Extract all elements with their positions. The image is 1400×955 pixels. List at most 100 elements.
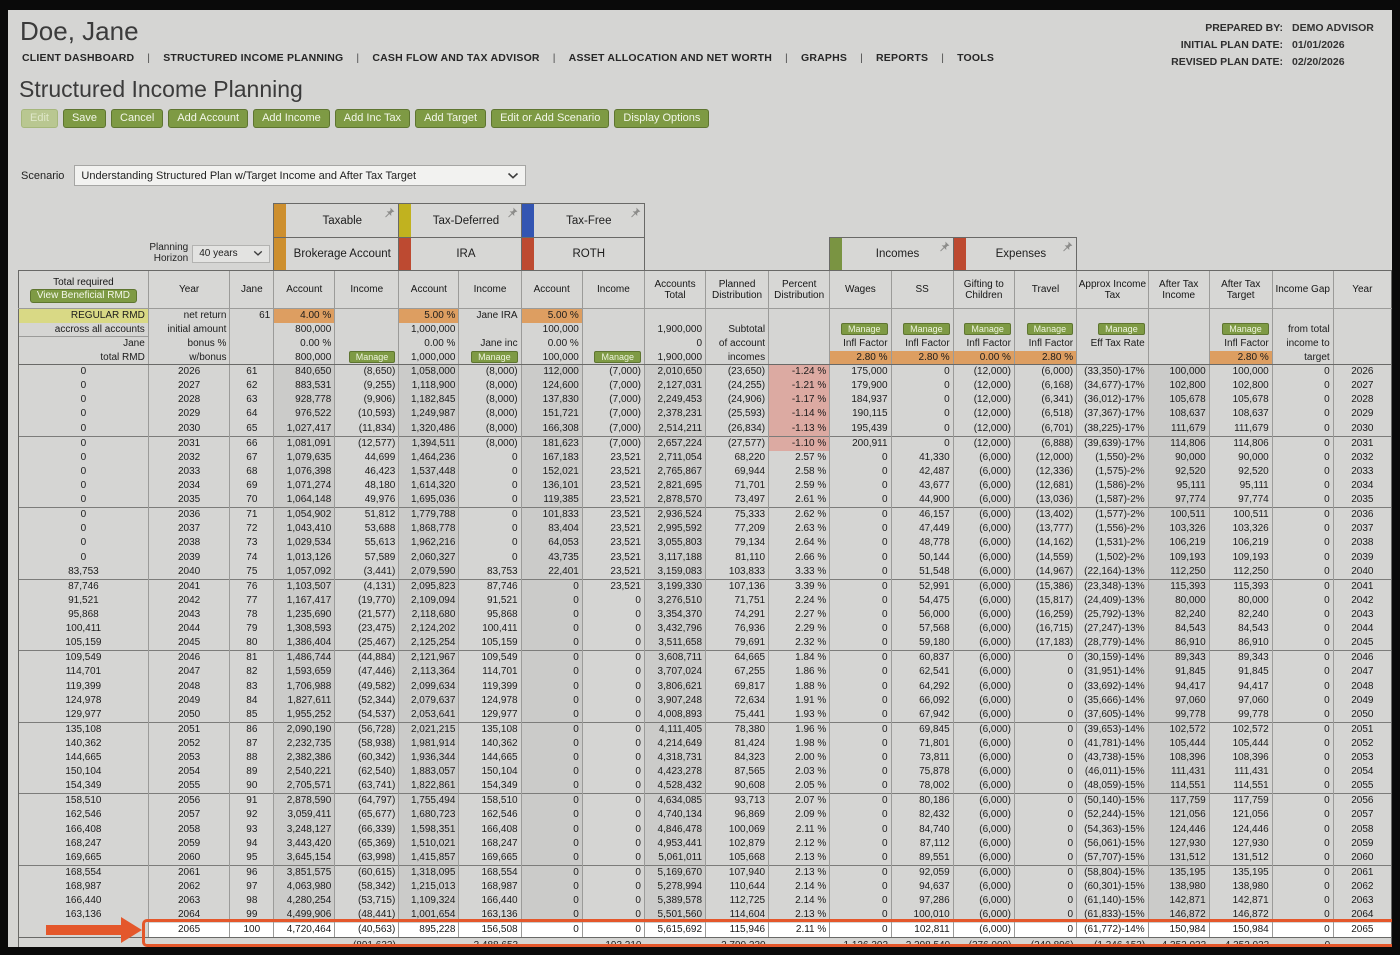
cell-y2056-c1: 2056 — [147, 793, 230, 809]
cell-y2027-c6: (8,000) — [458, 379, 522, 394]
add-inc-tax-button[interactable]: Add Inc Tax — [334, 109, 411, 128]
cell-y2047-c14: (6,000) — [952, 665, 1015, 680]
cell-y2064-c6: 163,136 — [458, 908, 522, 923]
cell-y2054-c16: (46,011)-15% — [1076, 765, 1149, 780]
cell-y2064-c11: 2.13 % — [768, 908, 830, 923]
edit-or-add-scenario-button[interactable]: Edit or Add Scenario — [491, 109, 610, 128]
cell-y2043-c17: 82,240 — [1147, 607, 1210, 623]
cell-y2033-c12: 0 — [829, 464, 892, 479]
cell-y2038-c6: 0 — [458, 536, 522, 551]
cell-y2038-c3: 1,029,534 — [273, 536, 335, 551]
add-income-button[interactable]: Add Income — [253, 109, 330, 128]
cell-y2060-c7: 0 — [520, 850, 583, 866]
nav-item-structured-income-planning[interactable]: STRUCTURED INCOME PLANNING — [163, 52, 344, 64]
nav-item-graphs[interactable]: GRAPHS — [800, 52, 848, 64]
table-row-2048: 119,399 2048 83 1,706,988 (49,582) 2,099,634 1… — [18, 679, 1392, 694]
cell-y2047-c19: 0 — [1271, 665, 1334, 680]
cell-y2065-c2: 100 — [229, 922, 274, 938]
nav-item-cash-flow-and-tax-advisor[interactable]: CASH FLOW AND TAX ADVISOR — [372, 52, 540, 64]
cell-y2043-c0: 95,868 — [18, 607, 149, 623]
nav-item-client-dashboard[interactable]: CLIENT DASHBOARD — [22, 52, 135, 64]
planning-horizon-select[interactable]: 40 years — [192, 244, 271, 263]
manage-button[interactable]: Manage — [841, 323, 888, 336]
cell-y2032-c19: 0 — [1271, 450, 1334, 465]
pin-icon[interactable] — [938, 241, 950, 253]
manage-button[interactable]: Manage — [1026, 323, 1074, 336]
cell-y2032-c1: 2032 — [147, 450, 230, 465]
cell-y2049-c16: (35,666)-14% — [1076, 693, 1149, 708]
cell-y2043-c5: 2,118,680 — [398, 607, 459, 623]
nav-item-asset-allocation-and-net-worth[interactable]: ASSET ALLOCATION AND NET WORTH — [568, 52, 773, 64]
cell-y2032-c10: 68,220 — [705, 450, 769, 465]
add-account-button[interactable]: Add Account — [168, 109, 249, 128]
display-options-button[interactable]: Display Options — [614, 109, 710, 128]
nav-item-reports[interactable]: REPORTS — [876, 52, 929, 64]
cell-y2049-c18: 97,060 — [1208, 693, 1273, 708]
manage-button[interactable]: Manage — [471, 351, 518, 364]
nav-item-tools[interactable]: TOOLS — [957, 52, 995, 64]
manage-button[interactable]: Manage — [348, 351, 396, 364]
cell-y2037-c4: 53,688 — [334, 522, 399, 537]
cell-y2029-c20: 2029 — [1332, 407, 1392, 422]
cell-y2046-c20: 2046 — [1332, 650, 1392, 666]
manage-button[interactable]: Manage — [1222, 323, 1269, 336]
cell-y2040-c20: 2040 — [1332, 564, 1392, 580]
cell-y2047-c20: 2047 — [1332, 665, 1392, 680]
toolbar: Edit Save Cancel Add Account Add Income Add I… — [21, 108, 714, 128]
cell-y2027-c19: 0 — [1271, 379, 1334, 394]
cell-y2039-c11: 2.66 % — [768, 550, 830, 565]
pin-icon[interactable] — [1061, 241, 1073, 253]
cell-y2057-c20: 2057 — [1332, 808, 1392, 823]
pin-icon[interactable] — [383, 207, 395, 219]
pin-icon[interactable] — [506, 207, 518, 219]
manage-button[interactable]: Manage — [964, 323, 1011, 336]
subheader-cell-r3-c5: 1,000,000 — [398, 350, 459, 365]
manage-button[interactable]: Manage — [903, 323, 950, 336]
cell-y2058-c20: 2058 — [1332, 822, 1392, 837]
pin-icon[interactable] — [629, 207, 641, 219]
cell-y2028-c15: (6,341) — [1013, 393, 1077, 408]
subheader-cell-r0-c9 — [643, 308, 706, 323]
table-row-2033: 0 2033 68 1,076,398 46,423 1,537,448 0 152,021 2… — [18, 464, 1392, 479]
cell-y2032-c17: 90,000 — [1147, 450, 1210, 465]
add-target-button[interactable]: Add Target — [415, 109, 487, 128]
account-name-row: Planning Horizon 40 years Brokerage Accou… — [19, 237, 1392, 271]
cell-y2033-c8: 23,521 — [581, 464, 645, 479]
column-header-gifting-to-children-14: Gifting to Children — [952, 270, 1015, 309]
cell-y2048-c13: 64,292 — [890, 679, 954, 694]
cell-y2045-c11: 2.32 % — [768, 636, 830, 651]
cell-y2026-c20: 2026 — [1332, 364, 1392, 379]
cell-y2032-c13: 41,330 — [890, 450, 954, 465]
cell-y2058-c3: 3,248,127 — [273, 822, 335, 837]
view-beneficial-rmd-button[interactable]: View Beneficial RMD — [29, 288, 137, 303]
cell-y2054-c1: 2054 — [147, 765, 230, 780]
cell-y2065-c6: 156,508 — [458, 922, 522, 938]
save-button[interactable]: Save — [62, 109, 107, 128]
cell-y2039-c6: 0 — [458, 550, 522, 565]
cell-y2045-c17: 86,910 — [1147, 636, 1210, 651]
manage-button[interactable]: Manage — [594, 351, 641, 364]
cell-y2050-c11: 1.93 % — [768, 707, 830, 723]
cell-y2041-c2: 76 — [229, 578, 274, 594]
cell-y2053-c15: 0 — [1013, 751, 1077, 766]
cell-y2049-c20: 2049 — [1332, 693, 1392, 708]
cell-y2047-c18: 91,845 — [1208, 665, 1273, 680]
cell-y2049-c15: 0 — [1013, 693, 1077, 708]
cell-y2045-c4: (25,467) — [334, 636, 399, 651]
cell-y2055-c5: 1,822,861 — [398, 779, 459, 794]
edit-button[interactable]: Edit — [21, 109, 58, 128]
cell-y2061-c2: 96 — [229, 864, 274, 880]
scenario-select[interactable]: Understanding Structured Plan w/Target I… — [74, 165, 527, 186]
cell-y2042-c7: 0 — [520, 593, 583, 608]
cell-y2032-c14: (6,000) — [952, 450, 1015, 465]
cell-y2049-c0: 124,978 — [18, 693, 149, 708]
cell-y2031-c16: (39,639)-17% — [1076, 435, 1149, 451]
cell-y2037-c0: 0 — [18, 522, 149, 537]
table-row-2042: 91,521 2042 77 1,167,417 (19,770) 2,109,094 91… — [18, 593, 1392, 608]
cancel-button[interactable]: Cancel — [111, 109, 164, 128]
cell-y2033-c9: 2,765,867 — [643, 464, 706, 479]
cell-y2038-c17: 106,219 — [1147, 536, 1210, 551]
cell-y2060-c2: 95 — [229, 850, 274, 866]
manage-button[interactable]: Manage — [1098, 323, 1145, 336]
cell-y2034-c15: (12,681) — [1013, 478, 1077, 494]
